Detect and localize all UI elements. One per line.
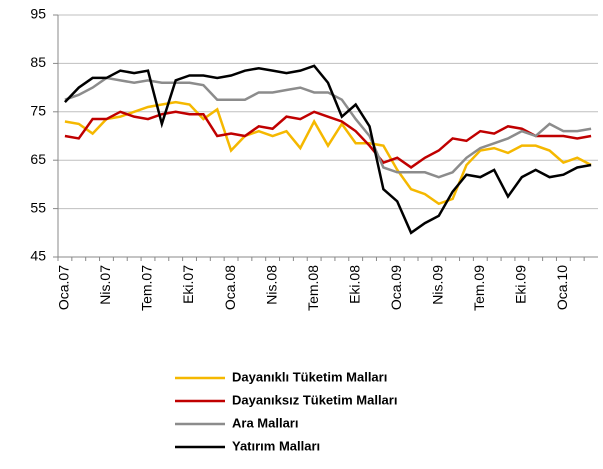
y-tick-label: 95: [30, 6, 46, 22]
x-tick-label: Nis.09: [429, 265, 445, 305]
x-tick-label: Oca.09: [388, 265, 404, 310]
legend-label: Yatırım Malları: [232, 438, 320, 453]
y-tick-label: 85: [30, 54, 46, 70]
x-tick-label: Oca.10: [554, 265, 570, 310]
x-tick-label: Oca.08: [222, 265, 238, 310]
x-tick-label: Tem.07: [139, 265, 155, 311]
series-line: [64, 76, 592, 179]
y-tick-label: 45: [30, 248, 46, 264]
legend-label: Ara Malları: [232, 415, 298, 430]
legend-label: Dayanıksız Tüketim Malları: [232, 392, 397, 407]
y-tick-label: 75: [30, 103, 46, 119]
x-tick-label: Eki.07: [180, 265, 196, 304]
x-tick-label: Eki.09: [513, 265, 529, 304]
y-tick-label: 65: [30, 151, 46, 167]
x-tick-label: Oca.07: [56, 265, 72, 310]
series-line: [64, 64, 592, 235]
legend-label: Dayanıklı Tüketim Malları: [232, 369, 387, 384]
x-tick-label: Tem.09: [471, 265, 487, 311]
x-tick-label: Tem.08: [305, 265, 321, 311]
series-line: [64, 110, 592, 169]
series-line: [64, 100, 592, 206]
y-tick-label: 55: [30, 199, 46, 215]
x-tick-label: Eki.08: [346, 265, 362, 304]
x-tick-label: Nis.08: [263, 265, 279, 305]
x-tick-label: Nis.07: [97, 265, 113, 305]
